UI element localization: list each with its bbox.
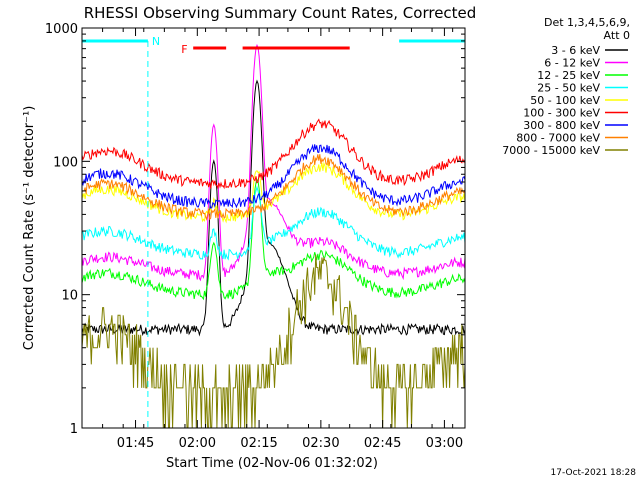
legend-label-5: 100 - 300 keV [523, 107, 600, 120]
y-tick-label: 1 [70, 422, 78, 437]
x-axis-ticks: 01:45 02:00 02:15 02:30 02:45 03:00 [81, 28, 463, 451]
chart-title: RHESSI Observing Summary Count Rates, Co… [84, 4, 477, 22]
x-tick-label: 01:45 [117, 436, 154, 451]
series-line-0 [81, 79, 466, 337]
y-axis-label: Corrected Count Rate (s⁻¹ detector⁻¹) [22, 106, 37, 351]
plot-frame [81, 27, 466, 429]
series-line-2 [81, 178, 466, 301]
y-tick-label: 100 [53, 155, 78, 170]
legend-label-8: 7000 - 15000 keV [502, 144, 600, 157]
series-line-8 [81, 254, 466, 429]
series-line-1 [81, 43, 466, 282]
legend-label-6: 300 - 800 keV [523, 119, 600, 132]
legend-label-4: 50 - 100 keV [530, 94, 600, 107]
x-tick-label: 02:15 [240, 436, 277, 451]
x-tick-label: 03:00 [426, 436, 463, 451]
series-line-5 [81, 118, 466, 190]
flare-marker-label: F [181, 43, 187, 56]
series-line-6 [81, 143, 466, 209]
legend-header-1: Det 1,3,4,5,6,9, [544, 16, 630, 29]
y-axis-ticks: 1 10 100 1000 [45, 22, 465, 437]
x-tick-label: 02:00 [179, 436, 216, 451]
series-line-4 [81, 161, 466, 224]
legend-label-1: 6 - 12 keV [544, 57, 600, 70]
legend-header-2: Att 0 [604, 29, 630, 42]
series-line-3 [81, 185, 466, 261]
plot-series: NF [81, 35, 466, 429]
x-tick-label: 02:45 [364, 436, 401, 451]
x-axis-label: Start Time (02-Nov-06 01:32:02) [166, 456, 378, 471]
legend-label-0: 3 - 6 keV [551, 44, 600, 57]
night-marker-label: N [152, 35, 160, 48]
series-line-7 [81, 154, 466, 221]
legend-label-2: 12 - 25 keV [537, 69, 600, 82]
y-tick-label: 10 [61, 289, 78, 304]
y-tick-label: 1000 [45, 22, 78, 37]
x-tick-label: 02:30 [302, 436, 339, 451]
legend-label-3: 25 - 50 keV [537, 82, 600, 95]
legend-label-7: 800 - 7000 keV [516, 132, 600, 145]
footer-date: 17-Oct-2021 18:28 [551, 468, 637, 478]
